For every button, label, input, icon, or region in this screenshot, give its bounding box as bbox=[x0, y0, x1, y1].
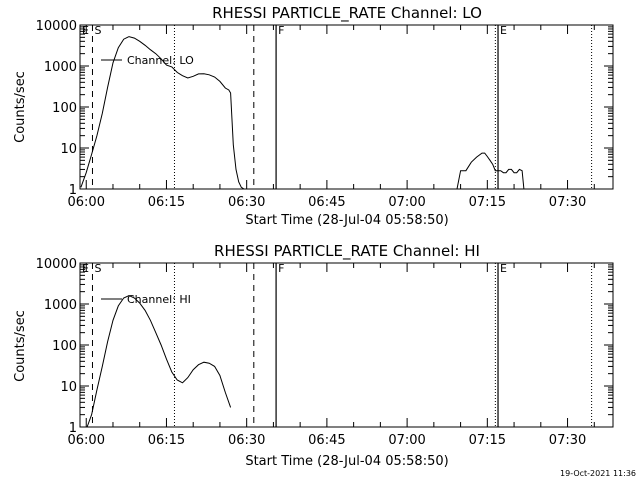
x-tick-label: 07:00 bbox=[388, 433, 425, 448]
legend-label: Channel: LO bbox=[127, 54, 194, 67]
event-lines bbox=[79, 25, 593, 189]
event-marker-label: E bbox=[500, 24, 507, 37]
event-marker-label: S bbox=[94, 262, 101, 275]
chart-title: RHESSI PARTICLE_RATE Channel: HI bbox=[214, 242, 480, 261]
timestamp-label: 19-Oct-2021 11:36 bbox=[560, 469, 636, 478]
x-tick-label: 07:00 bbox=[388, 195, 425, 210]
y-tick-label: 1000 bbox=[44, 298, 77, 313]
series-line bbox=[80, 36, 245, 190]
legend-label: Channel: HI bbox=[127, 293, 191, 306]
x-axis-label: Start Time (28-Jul-04 05:58:50) bbox=[245, 454, 448, 469]
x-tick-label: 07:15 bbox=[469, 195, 506, 210]
y-tick-label: 100 bbox=[52, 101, 77, 116]
x-tick-label: 06:15 bbox=[148, 195, 185, 210]
x-tick-label: 07:30 bbox=[549, 195, 586, 210]
y-tick-label: 1000 bbox=[44, 60, 77, 75]
series-group bbox=[80, 36, 525, 190]
series-line bbox=[86, 295, 232, 428]
legend: Channel: HI bbox=[101, 293, 191, 306]
x-axis-ticks: 06:00 06:15 06:30 06:45 07:00 07:15 07:30 bbox=[68, 263, 595, 448]
plot-frame bbox=[79, 24, 614, 190]
chart-title: RHESSI PARTICLE_RATE Channel: LO bbox=[212, 4, 482, 23]
x-tick-label: 06:30 bbox=[228, 433, 265, 448]
y-axis-ticks: 1 10 100 1000 10000 bbox=[36, 19, 613, 198]
x-tick-label: 06:45 bbox=[308, 195, 345, 210]
event-marker-label: F bbox=[278, 24, 284, 37]
event-marker-label: S bbox=[94, 24, 101, 37]
x-axis-label: Start Time (28-Jul-04 05:58:50) bbox=[245, 213, 448, 228]
x-tick-label: 07:30 bbox=[549, 433, 586, 448]
x-tick-label: 06:00 bbox=[68, 433, 105, 448]
event-marker-label: E bbox=[82, 24, 89, 37]
series-group bbox=[86, 295, 232, 428]
y-tick-label: 100 bbox=[52, 339, 77, 354]
y-tick-label: 10 bbox=[60, 380, 77, 395]
y-tick-label: 1 bbox=[69, 183, 77, 198]
x-tick-label: 06:00 bbox=[68, 195, 105, 210]
y-tick-label: 1 bbox=[69, 421, 77, 436]
y-tick-label: 10000 bbox=[36, 257, 77, 272]
y-axis-label: Counts/sec bbox=[13, 71, 28, 143]
series-line bbox=[456, 152, 525, 190]
event-lines bbox=[79, 263, 593, 427]
x-tick-label: 06:15 bbox=[148, 433, 185, 448]
event-marker-label: E bbox=[500, 262, 507, 275]
event-marker-label: E bbox=[82, 262, 89, 275]
y-tick-label: 10000 bbox=[36, 19, 77, 34]
x-tick-label: 07:15 bbox=[469, 433, 506, 448]
x-tick-label: 06:30 bbox=[228, 195, 265, 210]
chart-panel-lo: RHESSI PARTICLE_RATE Channel: LO Counts/… bbox=[13, 4, 614, 228]
x-tick-label: 06:45 bbox=[308, 433, 345, 448]
event-marker-label: F bbox=[278, 262, 284, 275]
legend: Channel: LO bbox=[101, 54, 194, 67]
y-tick-label: 10 bbox=[60, 142, 77, 157]
y-axis-label: Counts/sec bbox=[13, 310, 28, 382]
plot-frame bbox=[79, 262, 614, 428]
chart-panel-hi: RHESSI PARTICLE_RATE Channel: HI Counts/… bbox=[13, 242, 614, 469]
y-axis-ticks: 1 10 100 1000 10000 bbox=[36, 257, 613, 436]
x-axis-ticks: 06:00 06:15 06:30 06:45 07:00 07:15 07:30 bbox=[68, 25, 595, 210]
